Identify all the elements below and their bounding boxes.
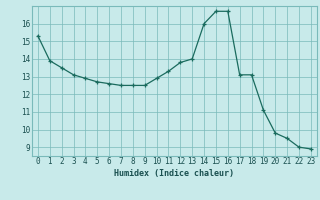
X-axis label: Humidex (Indice chaleur): Humidex (Indice chaleur): [115, 169, 234, 178]
